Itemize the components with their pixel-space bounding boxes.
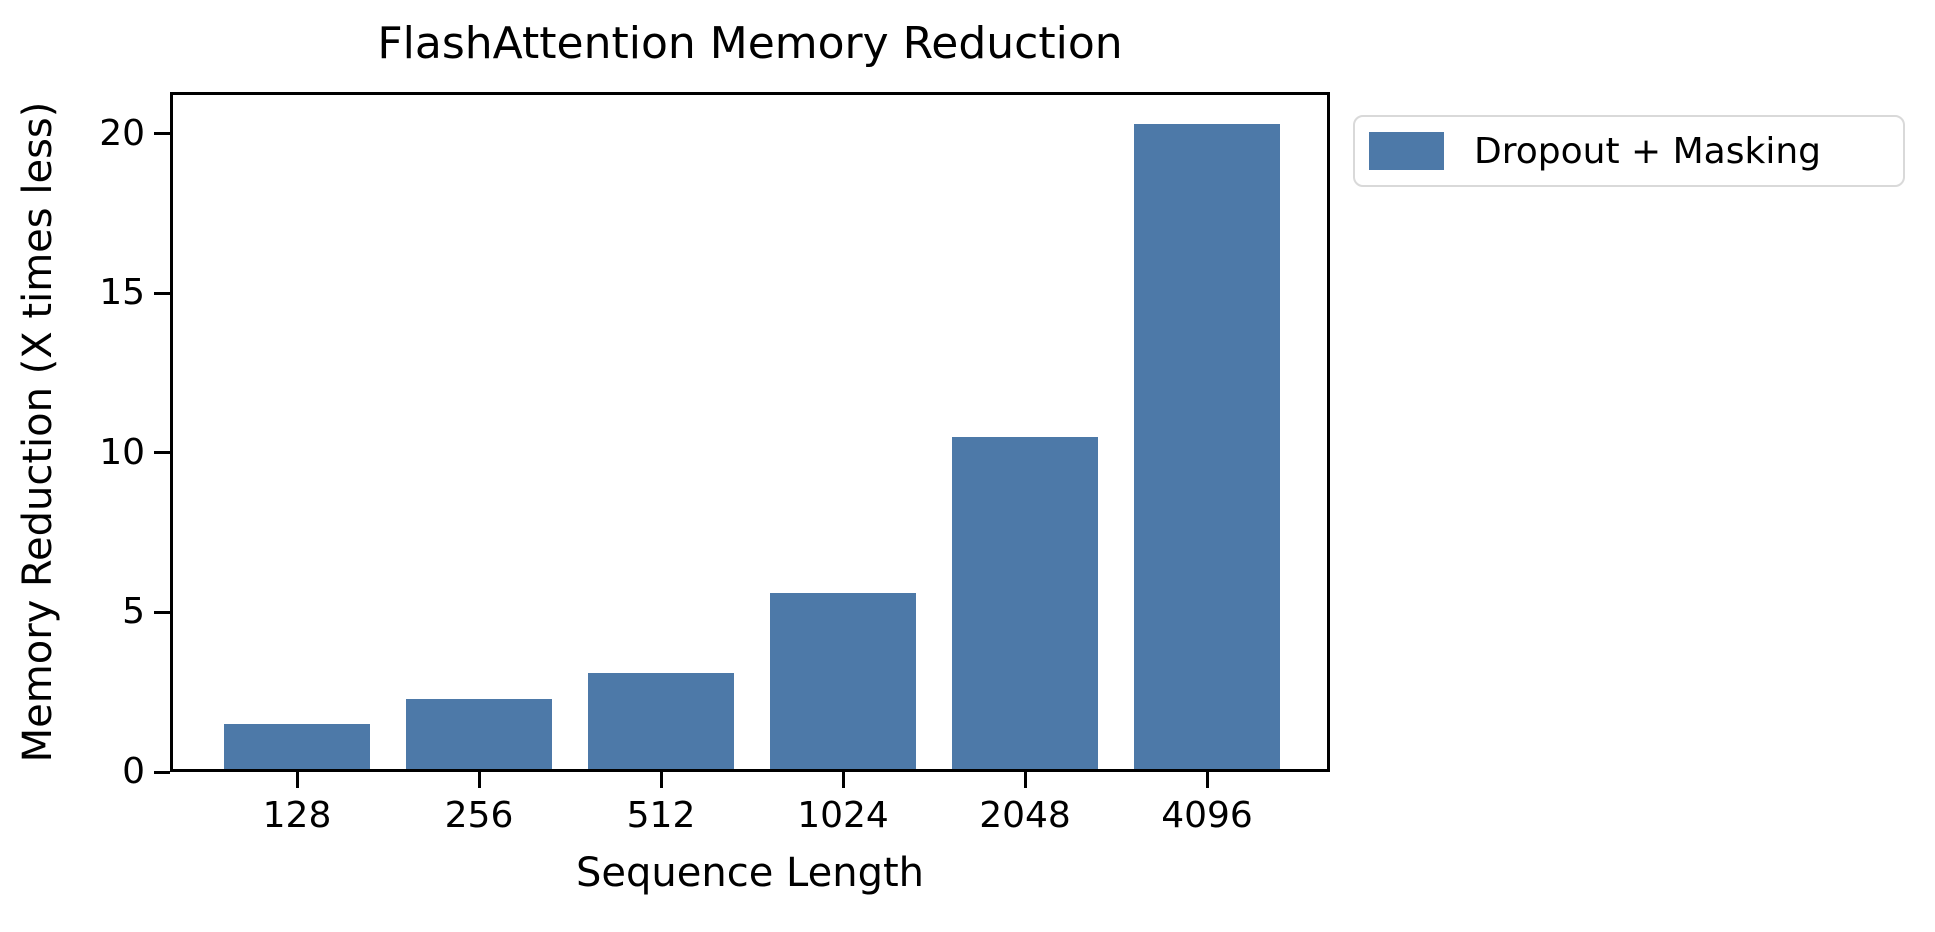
x-tick-mark-128: [296, 772, 299, 788]
plot-area: [170, 92, 1330, 772]
x-tick-label-512: 512: [626, 795, 696, 836]
x-tick-mark-1024: [842, 772, 845, 788]
x-tick-label-256: 256: [444, 795, 514, 836]
x-axis-label: Sequence Length: [576, 850, 924, 896]
axis-spine-top: [170, 92, 1330, 95]
x-tick-label-4096: 4096: [1161, 795, 1253, 836]
bar-256: [406, 699, 552, 772]
x-tick-mark-4096: [1206, 772, 1209, 788]
y-tick-mark-0: [154, 771, 170, 774]
y-tick-mark-15: [154, 292, 170, 295]
x-tick-mark-2048: [1024, 772, 1027, 788]
x-tick-mark-256: [478, 772, 481, 788]
bars-container: [170, 92, 1330, 772]
bar-512: [588, 673, 734, 772]
axis-spine-left: [170, 92, 173, 772]
x-tick-label-128: 128: [262, 795, 332, 836]
legend: Dropout + Masking: [1353, 115, 1905, 187]
chart-title: FlashAttention Memory Reduction: [377, 18, 1123, 69]
y-tick-label-15: 15: [99, 272, 145, 313]
bar-4096: [1134, 124, 1280, 772]
y-tick-mark-5: [154, 611, 170, 614]
bar-128: [224, 724, 370, 772]
legend-label: Dropout + Masking: [1474, 130, 1822, 172]
y-tick-mark-20: [154, 132, 170, 135]
axis-spine-bottom: [170, 769, 1330, 772]
x-tick-label-1024: 1024: [797, 795, 889, 836]
y-tick-mark-10: [154, 451, 170, 454]
bar-2048: [952, 437, 1098, 772]
bar-1024: [770, 593, 916, 772]
x-tick-label-2048: 2048: [979, 795, 1071, 836]
x-tick-mark-512: [660, 772, 663, 788]
y-axis-label: Memory Reduction (X times less): [15, 101, 61, 763]
y-tick-label-10: 10: [99, 432, 145, 473]
y-tick-label-20: 20: [99, 113, 145, 154]
axis-spine-right: [1327, 92, 1330, 772]
y-tick-label-0: 0: [122, 751, 145, 792]
y-tick-label-5: 5: [122, 591, 145, 632]
legend-swatch: [1369, 132, 1444, 170]
